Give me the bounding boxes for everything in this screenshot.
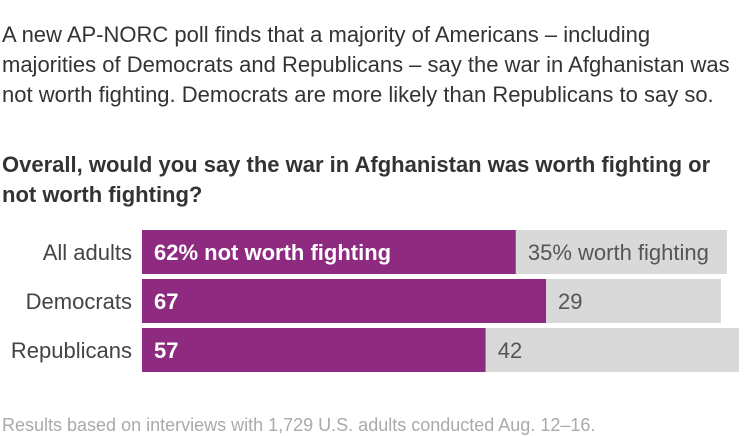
bar-not-worth — [142, 230, 516, 274]
data-label-worth: 35% worth fighting — [528, 240, 709, 265]
data-label-worth: 29 — [558, 289, 582, 314]
data-label-not-worth: 57 — [154, 338, 178, 363]
stacked-bar-chart: All adults 62% not worth fighting 35% wort… — [11, 230, 739, 372]
bar-worth — [485, 328, 739, 372]
data-label-not-worth: 62% not worth fighting — [154, 240, 391, 265]
bar-not-worth — [142, 279, 547, 323]
chart-question: Overall, would you say the war in Afghan… — [2, 152, 711, 207]
bar-worth — [546, 279, 721, 323]
bar-worth — [515, 230, 727, 274]
category-label: Republicans — [11, 338, 132, 363]
headline — [0, 0, 747, 8]
intro-text: A new AP-NORC poll finds that a majority… — [2, 22, 730, 107]
category-label: Democrats — [26, 289, 132, 314]
data-label-worth: 42 — [498, 338, 522, 363]
bar-not-worth — [142, 328, 486, 372]
category-label: All adults — [43, 240, 132, 265]
data-label-not-worth: 67 — [154, 289, 178, 314]
